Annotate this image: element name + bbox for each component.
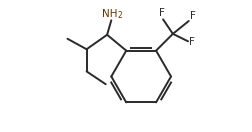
Text: F: F xyxy=(190,37,195,47)
Text: NH: NH xyxy=(102,9,117,19)
Text: F: F xyxy=(159,8,165,18)
Text: F: F xyxy=(190,11,196,21)
Text: 2: 2 xyxy=(118,11,122,20)
